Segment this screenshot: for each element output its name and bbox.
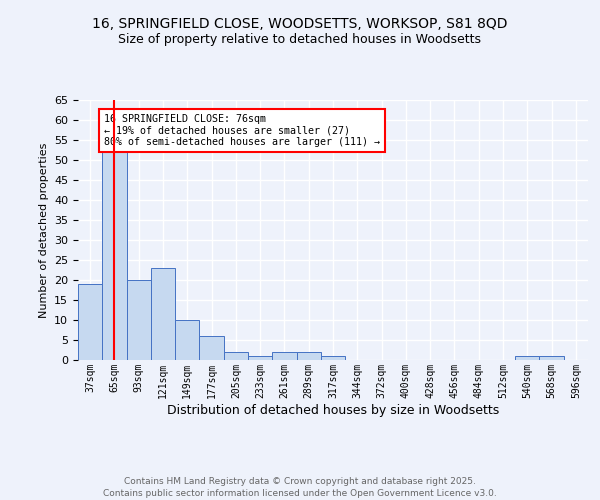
Bar (272, 352, 296, 360)
Bar (321, 356, 345, 360)
Bar (539, 356, 564, 360)
Bar (248, 356, 272, 360)
Text: 16, SPRINGFIELD CLOSE, WOODSETTS, WORKSOP, S81 8QD: 16, SPRINGFIELD CLOSE, WOODSETTS, WORKSO… (92, 18, 508, 32)
Text: Contains public sector information licensed under the Open Government Licence v3: Contains public sector information licen… (103, 489, 497, 498)
X-axis label: Distribution of detached houses by size in Woodsetts: Distribution of detached houses by size … (167, 404, 499, 416)
Bar (127, 280, 151, 360)
Text: Contains HM Land Registry data © Crown copyright and database right 2025.: Contains HM Land Registry data © Crown c… (124, 478, 476, 486)
Text: 16 SPRINGFIELD CLOSE: 76sqm
← 19% of detached houses are smaller (27)
80% of sem: 16 SPRINGFIELD CLOSE: 76sqm ← 19% of det… (104, 114, 380, 147)
Bar (175, 320, 199, 360)
Bar (296, 352, 321, 360)
Bar (151, 268, 175, 360)
Bar (224, 352, 248, 360)
Bar (515, 356, 539, 360)
Bar (78, 284, 102, 360)
Bar (102, 148, 127, 360)
Y-axis label: Number of detached properties: Number of detached properties (38, 142, 49, 318)
Bar (199, 336, 224, 360)
Text: Size of property relative to detached houses in Woodsetts: Size of property relative to detached ho… (119, 32, 482, 46)
